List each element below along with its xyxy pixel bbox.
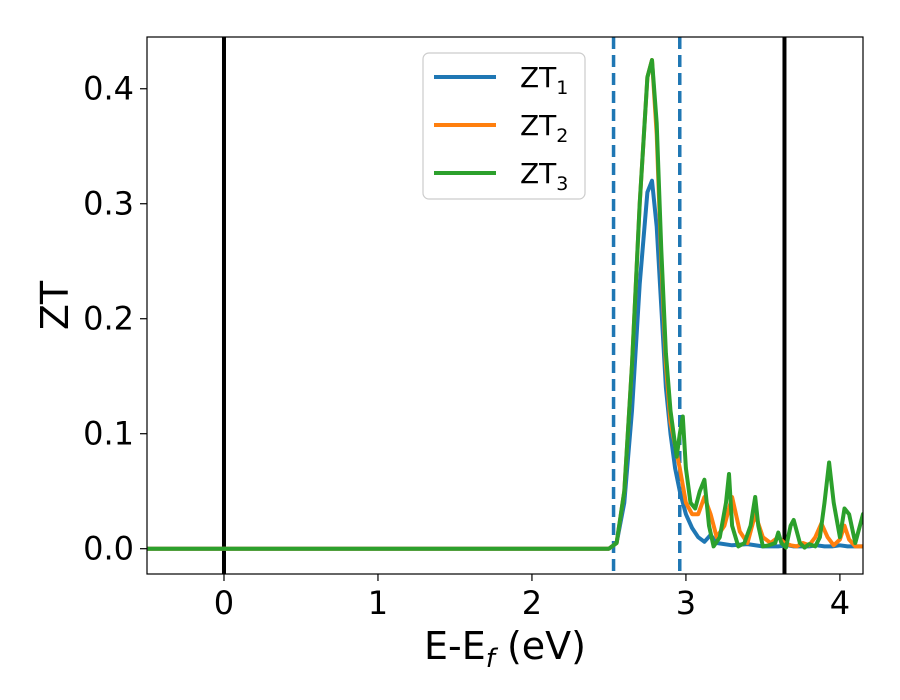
x-tick-label: 4 [830,584,850,622]
series-line-zt1 [147,178,863,551]
vertical-reference-lines [221,37,787,574]
x-tick-label: 3 [676,584,696,622]
plot-frame [146,36,864,575]
x-tick-label: 1 [368,584,388,622]
y-tick-label: 0.0 [83,530,134,568]
x-tick-label: 2 [522,584,542,622]
y-axis-ticks: 0.0 0.1 0.2 0.3 0.4 [83,70,147,568]
series-line-zt3 [147,58,863,551]
y-tick-label: 0.3 [83,185,134,223]
y-axis-label: ZT [33,280,77,330]
y-tick-label: 0.2 [83,300,134,338]
legend-label-zt1: ZT1 [520,61,568,99]
series-lines [147,58,863,551]
x-tick-label: 0 [214,584,234,622]
y-tick-label: 0.1 [83,415,134,453]
y-tick-label: 0.4 [83,70,134,108]
legend-box [422,52,586,200]
legend-label-zt3: ZT3 [520,157,568,195]
x-axis-ticks: 0 1 2 3 4 [214,574,850,622]
x-axis-label: E-Ef (eV) [424,624,586,674]
legend: ZT1 ZT2 ZT3 [422,52,586,200]
legend-label-zt2: ZT2 [520,109,568,147]
